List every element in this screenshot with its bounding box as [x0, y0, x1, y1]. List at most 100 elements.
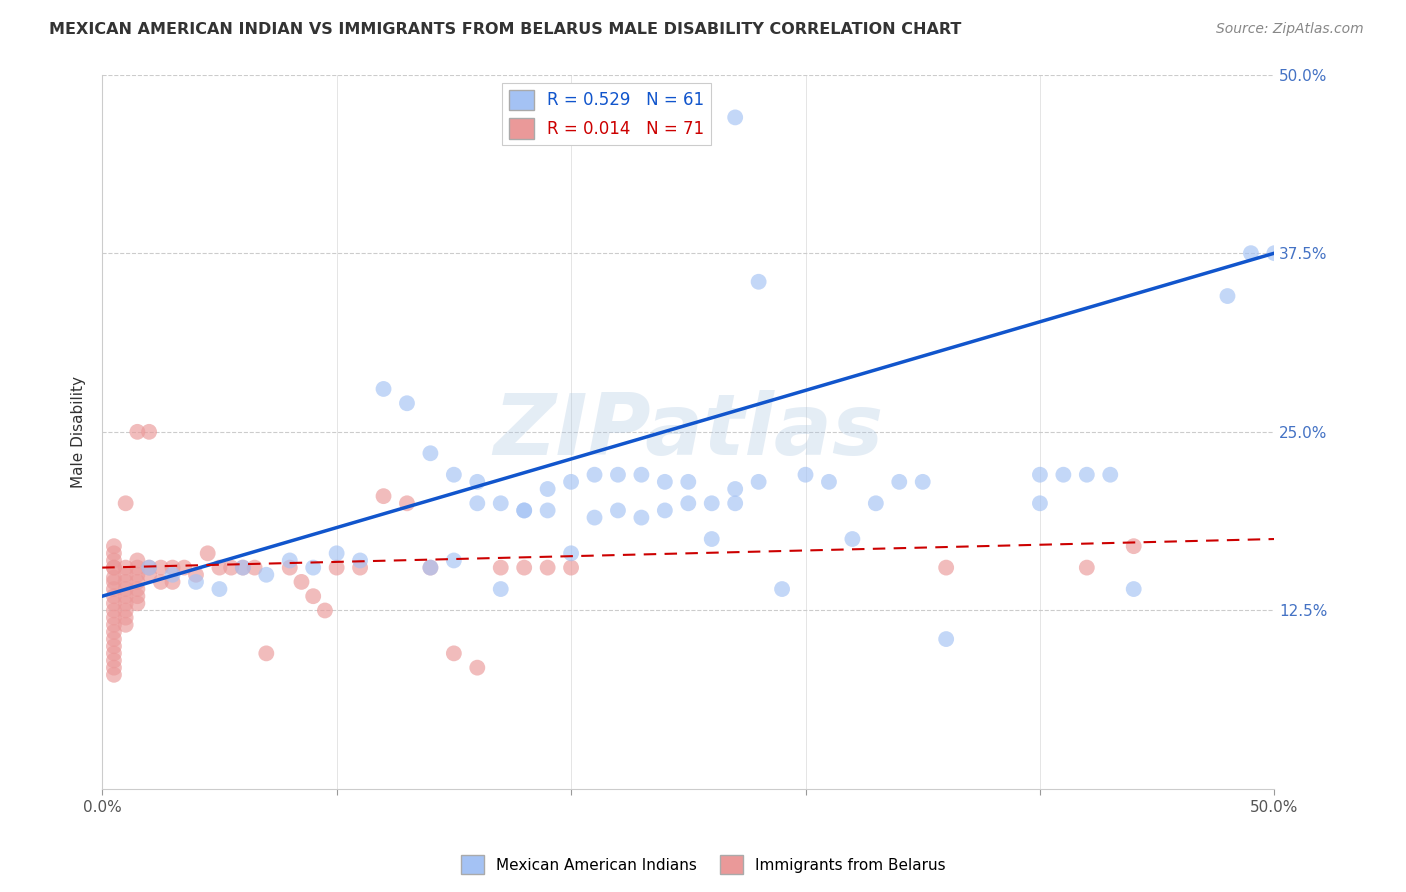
- Point: [103, 646, 125, 660]
- Point: [513, 560, 536, 574]
- Point: [560, 560, 582, 574]
- Point: [630, 467, 652, 482]
- Point: [865, 496, 887, 510]
- Point: [536, 560, 558, 574]
- Point: [138, 567, 160, 582]
- Point: [748, 275, 770, 289]
- Point: [127, 425, 149, 439]
- Y-axis label: Male Disability: Male Disability: [72, 376, 86, 488]
- Point: [560, 475, 582, 489]
- Point: [103, 610, 125, 624]
- Point: [290, 574, 312, 589]
- Point: [127, 567, 149, 582]
- Point: [232, 560, 254, 574]
- Point: [114, 596, 136, 610]
- Point: [583, 510, 606, 524]
- Point: [1216, 289, 1239, 303]
- Point: [103, 668, 125, 682]
- Point: [489, 496, 512, 510]
- Point: [232, 560, 254, 574]
- Point: [373, 382, 395, 396]
- Text: MEXICAN AMERICAN INDIAN VS IMMIGRANTS FROM BELARUS MALE DISABILITY CORRELATION C: MEXICAN AMERICAN INDIAN VS IMMIGRANTS FR…: [49, 22, 962, 37]
- Point: [184, 574, 207, 589]
- Point: [103, 596, 125, 610]
- Point: [465, 475, 488, 489]
- Point: [127, 582, 149, 596]
- Point: [654, 503, 676, 517]
- Point: [443, 553, 465, 567]
- Point: [149, 574, 172, 589]
- Point: [254, 567, 277, 582]
- Point: [103, 639, 125, 653]
- Point: [630, 510, 652, 524]
- Point: [1122, 582, 1144, 596]
- Point: [184, 567, 207, 582]
- Point: [103, 574, 125, 589]
- Point: [138, 560, 160, 574]
- Point: [103, 624, 125, 639]
- Point: [114, 617, 136, 632]
- Point: [794, 467, 817, 482]
- Point: [127, 574, 149, 589]
- Text: Source: ZipAtlas.com: Source: ZipAtlas.com: [1216, 22, 1364, 37]
- Point: [748, 475, 770, 489]
- Point: [911, 475, 934, 489]
- Point: [173, 560, 195, 574]
- Point: [465, 496, 488, 510]
- Point: [103, 653, 125, 667]
- Point: [138, 560, 160, 574]
- Legend: Mexican American Indians, Immigrants from Belarus: Mexican American Indians, Immigrants fro…: [454, 849, 952, 880]
- Point: [1052, 467, 1074, 482]
- Point: [513, 503, 536, 517]
- Point: [149, 560, 172, 574]
- Point: [127, 553, 149, 567]
- Point: [103, 603, 125, 617]
- Point: [1029, 467, 1052, 482]
- Point: [818, 475, 841, 489]
- Point: [724, 496, 747, 510]
- Point: [127, 560, 149, 574]
- Point: [419, 560, 441, 574]
- Point: [127, 596, 149, 610]
- Point: [1240, 246, 1263, 260]
- Point: [208, 560, 231, 574]
- Point: [1029, 496, 1052, 510]
- Point: [443, 646, 465, 660]
- Point: [162, 574, 184, 589]
- Point: [1122, 539, 1144, 553]
- Point: [103, 560, 125, 574]
- Point: [103, 632, 125, 646]
- Point: [678, 475, 700, 489]
- Point: [935, 632, 957, 646]
- Point: [162, 560, 184, 574]
- Point: [138, 425, 160, 439]
- Point: [935, 560, 957, 574]
- Point: [278, 560, 301, 574]
- Point: [314, 603, 336, 617]
- Point: [114, 603, 136, 617]
- Point: [1076, 560, 1098, 574]
- Point: [302, 589, 325, 603]
- Point: [513, 503, 536, 517]
- Point: [583, 467, 606, 482]
- Point: [302, 560, 325, 574]
- Point: [114, 610, 136, 624]
- Point: [1076, 467, 1098, 482]
- Point: [1099, 467, 1122, 482]
- Point: [489, 582, 512, 596]
- Point: [103, 560, 125, 574]
- Point: [349, 560, 371, 574]
- Point: [419, 446, 441, 460]
- Point: [841, 532, 863, 546]
- Point: [724, 111, 747, 125]
- Point: [103, 617, 125, 632]
- Point: [114, 496, 136, 510]
- Point: [700, 496, 723, 510]
- Point: [678, 496, 700, 510]
- Point: [607, 467, 630, 482]
- Point: [443, 467, 465, 482]
- Point: [114, 574, 136, 589]
- Point: [103, 571, 125, 585]
- Point: [103, 660, 125, 674]
- Point: [419, 560, 441, 574]
